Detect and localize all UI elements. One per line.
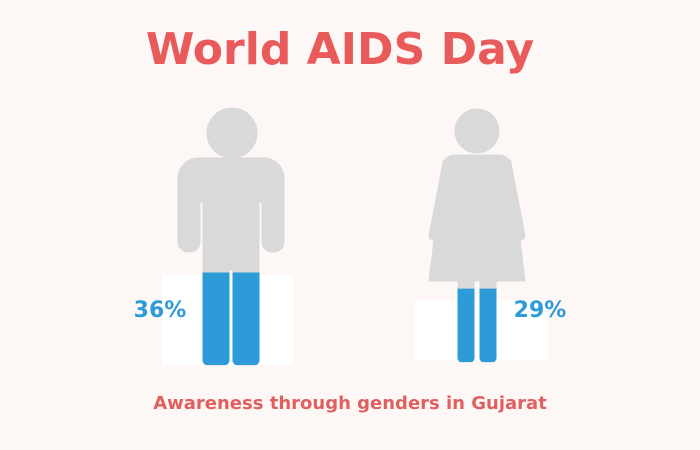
chart-title: World AIDS Day [146, 24, 534, 75]
value-label: 36% [134, 298, 187, 323]
chart-subtitle: Awareness through genders in Gujarat [153, 393, 547, 414]
value-label: 29% [514, 298, 567, 323]
